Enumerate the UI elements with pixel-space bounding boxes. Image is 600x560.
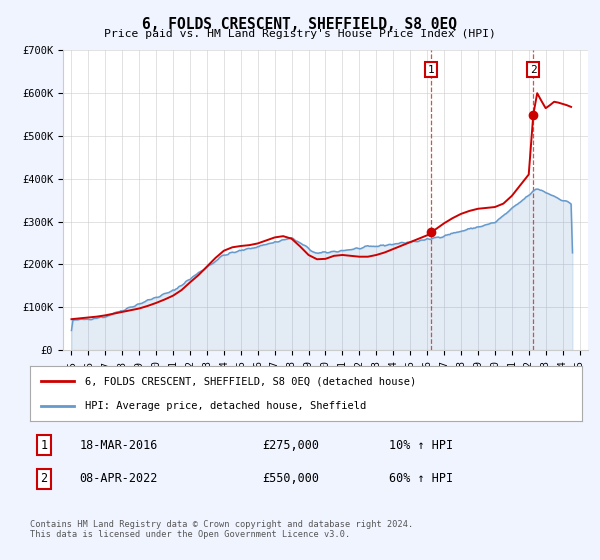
Text: 2: 2 [530, 64, 536, 74]
Text: 1: 1 [40, 438, 47, 452]
Text: 10% ↑ HPI: 10% ↑ HPI [389, 438, 453, 452]
Text: 18-MAR-2016: 18-MAR-2016 [80, 438, 158, 452]
Text: Price paid vs. HM Land Registry's House Price Index (HPI): Price paid vs. HM Land Registry's House … [104, 29, 496, 39]
Text: 1: 1 [427, 64, 434, 74]
Text: 6, FOLDS CRESCENT, SHEFFIELD, S8 0EQ: 6, FOLDS CRESCENT, SHEFFIELD, S8 0EQ [143, 17, 458, 32]
Text: £275,000: £275,000 [262, 438, 319, 452]
Text: HPI: Average price, detached house, Sheffield: HPI: Average price, detached house, Shef… [85, 402, 367, 411]
Text: Contains HM Land Registry data © Crown copyright and database right 2024.
This d: Contains HM Land Registry data © Crown c… [30, 520, 413, 539]
Text: £550,000: £550,000 [262, 472, 319, 486]
Text: 6, FOLDS CRESCENT, SHEFFIELD, S8 0EQ (detached house): 6, FOLDS CRESCENT, SHEFFIELD, S8 0EQ (de… [85, 376, 416, 386]
Text: 60% ↑ HPI: 60% ↑ HPI [389, 472, 453, 486]
Text: 08-APR-2022: 08-APR-2022 [80, 472, 158, 486]
Text: 2: 2 [40, 472, 47, 486]
